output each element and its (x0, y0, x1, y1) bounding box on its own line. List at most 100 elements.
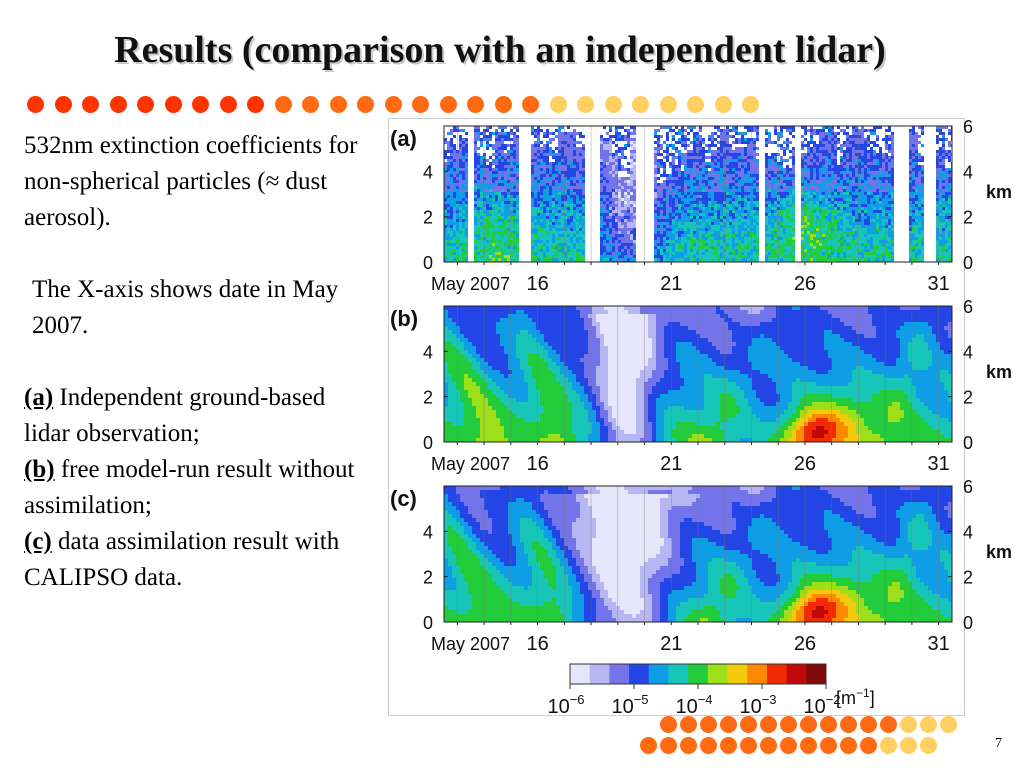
legend-b-text: free model-run result without assimilati… (24, 456, 355, 519)
y-tick-right-label: 2 (963, 388, 973, 408)
decor-dot (680, 716, 697, 733)
colorbar-tick-exponent: −4 (698, 692, 713, 707)
decor-dot (577, 96, 594, 113)
y-tick-left-label: 0 (423, 613, 433, 633)
decor-dot (860, 737, 877, 754)
y-tick-left-label: 0 (423, 433, 433, 453)
legend-b-label: (b) (24, 456, 55, 483)
decor-dot (164, 96, 182, 113)
description-text: 532nm extinction coefficients for non-sp… (24, 128, 374, 596)
decor-dot (700, 737, 717, 754)
colorbar-swatch (786, 664, 807, 684)
heatmap-b (444, 306, 952, 442)
colorbar-swatch (609, 664, 630, 684)
decor-dot (640, 737, 657, 754)
panel-label: (b) (390, 306, 418, 331)
decor-dot (780, 716, 797, 733)
decor-dot (840, 716, 857, 733)
decor-dot (680, 737, 697, 754)
y-tick-left-label: 2 (423, 208, 433, 228)
colorbar-tick-label: 10−3 (739, 692, 776, 718)
decor-dot (760, 737, 777, 754)
decor-dot (900, 737, 917, 754)
colorbar-unit-exponent: −1 (856, 686, 870, 700)
decor-dot (880, 716, 897, 733)
colorbar-tick-exponent: −5 (634, 692, 649, 707)
decor-dot (800, 737, 817, 754)
colorbar-swatch (668, 664, 689, 684)
y-tick-right-label: 0 (963, 433, 973, 453)
decor-dot (274, 96, 292, 113)
y-tick-right-label: 4 (963, 342, 973, 362)
description-paragraph-2: The X-axis shows date in May 2007. (32, 276, 339, 339)
y-tick-left-label: 2 (423, 568, 433, 588)
x-axis-month-label: May 2007 (431, 634, 510, 654)
decor-dot (247, 96, 264, 113)
description-paragraph-1: 532nm extinction coefficients for non-sp… (24, 132, 358, 231)
x-tick-label: 16 (526, 273, 548, 295)
x-tick-label: 31 (928, 273, 950, 295)
heatmap-a (444, 126, 952, 262)
decor-dot (302, 96, 319, 113)
decor-dot (604, 96, 622, 113)
colorbar-swatch (589, 664, 610, 684)
x-tick-label: 21 (660, 273, 682, 295)
x-tick-label: 21 (660, 633, 682, 655)
decor-dot (860, 716, 877, 733)
decor-dot (384, 96, 402, 113)
colorbar-tick-label: 10−6 (547, 692, 584, 718)
decor-dot (467, 96, 484, 113)
heatmap-c (444, 486, 952, 622)
decor-dot (880, 737, 897, 754)
x-tick-label: 31 (928, 453, 950, 475)
decor-dot (920, 737, 937, 754)
decor-dot (714, 96, 732, 113)
panel-label: (c) (390, 486, 417, 511)
legend-b-item: (b) free model-run result without assimi… (24, 452, 374, 524)
decor-dot (760, 716, 777, 733)
decor-dot (659, 96, 677, 113)
decor-dot (27, 96, 44, 113)
decor-dot (439, 96, 457, 113)
decor-dot (219, 96, 237, 113)
legend-c-text: data assimilation result with CALIPSO da… (24, 528, 340, 591)
decor-dot (840, 737, 857, 754)
colorbar-tick-label: 10−5 (611, 692, 648, 718)
decor-dot (109, 96, 127, 113)
colorbar-swatch (727, 664, 748, 684)
decor-dot (54, 96, 72, 113)
colorbar-swatch (806, 664, 827, 684)
y-tick-right-label: 6 (963, 297, 973, 317)
y-tick-left-label: 4 (423, 162, 433, 182)
decor-dot (329, 96, 347, 113)
legend-a-text: Independent ground-based lidar observati… (24, 384, 326, 447)
decor-dot (137, 96, 154, 113)
y-tick-left-label: 4 (423, 522, 433, 542)
y-tick-right-label: 2 (963, 208, 973, 228)
x-tick-label: 26 (794, 453, 816, 475)
colorbar-swatch (707, 664, 728, 684)
y-tick-right-label: 6 (963, 117, 973, 137)
panel-b: (b) 0 2 4 0 2 4 6 km May 2007 16 21 26 31 (390, 297, 1012, 475)
decor-dot (780, 737, 797, 754)
decor-dot (740, 716, 757, 733)
decor-dot (920, 716, 937, 733)
y-tick-right-label: 6 (963, 477, 973, 497)
decor-dot (820, 716, 837, 733)
decor-dot (522, 96, 539, 113)
decor-dot (742, 96, 759, 113)
decor-dot (940, 716, 957, 733)
y-axis-unit: km (986, 542, 1012, 562)
colorbar-tick-exponent: −6 (570, 692, 585, 707)
y-axis-unit: km (986, 182, 1012, 202)
decor-dot (820, 737, 837, 754)
y-tick-left-label: 2 (423, 388, 433, 408)
y-tick-left-label: 0 (423, 253, 433, 273)
page-number: 7 (995, 736, 1002, 751)
y-tick-right-label: 2 (963, 568, 973, 588)
legend-c-item: (c) data assimilation result with CALIPS… (24, 524, 374, 596)
decor-dot (549, 96, 567, 113)
figure-frame (388, 118, 965, 716)
colorbar-swatch (688, 664, 709, 684)
